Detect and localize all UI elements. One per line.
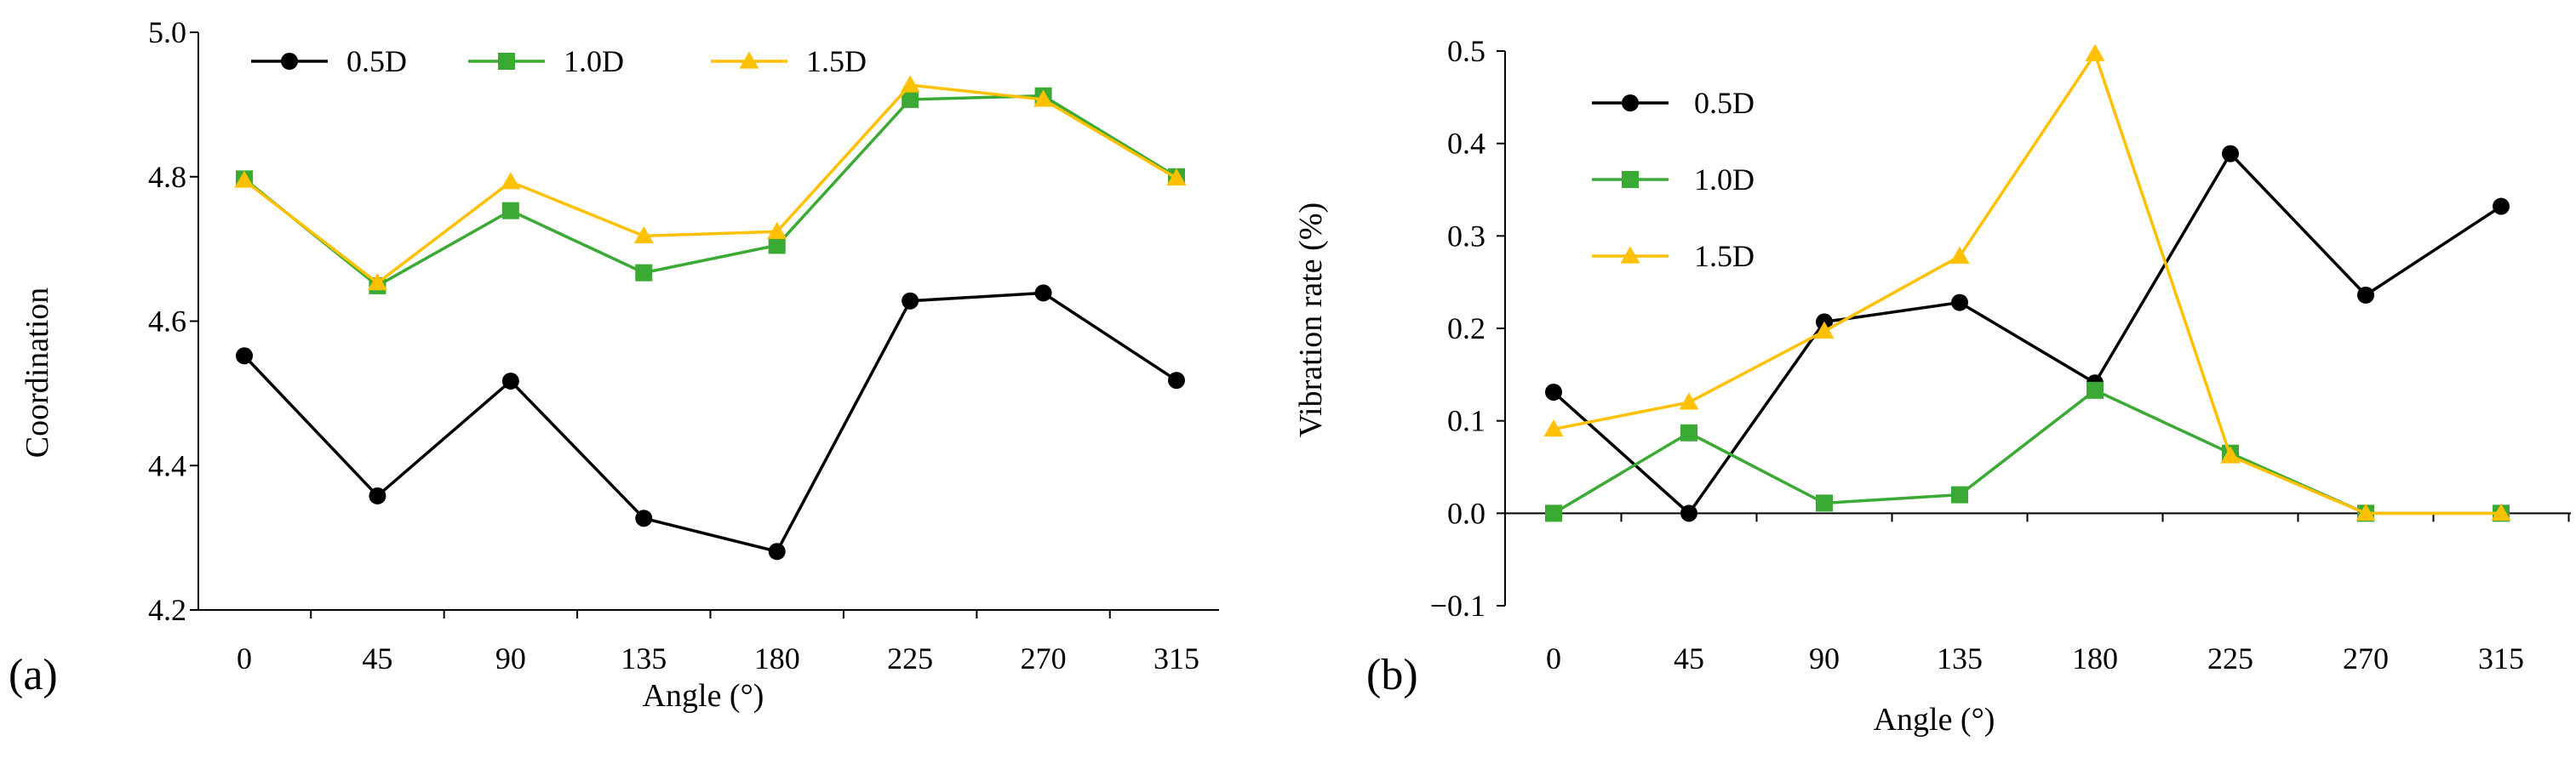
chart-b-y-tick-label: −0.1	[1430, 589, 1485, 623]
chart-b-legend-0-marker	[1622, 94, 1639, 111]
chart-a-series-2-point	[633, 225, 654, 243]
chart-a-series-2-point	[767, 221, 787, 239]
chart-a-series-0-point	[902, 292, 919, 310]
chart-a-series-2-point	[1166, 168, 1187, 186]
chart-b-y-tick-label: 0.3	[1447, 219, 1485, 253]
chart-a-series-2-point	[367, 273, 387, 291]
chart-a-legend-0-label: 0.5D	[346, 44, 407, 78]
chart-b-y-tick-label: 0.4	[1447, 127, 1485, 161]
chart-b-x-tick-label: 270	[2343, 641, 2389, 675]
chart-b-series-1-point	[1680, 424, 1697, 442]
chart-b-x-tick-label: 315	[2478, 641, 2524, 675]
chart-a-y-tick-label: 4.2	[148, 593, 186, 627]
chart-a-series-1-point	[902, 90, 919, 108]
chart-a-series-0-line	[243, 291, 1177, 554]
chart-b-series-1-point	[1545, 504, 1562, 522]
chart-b-series-1-point	[1951, 486, 1968, 504]
chart-a-x-tick-label: 90	[495, 641, 526, 675]
chart-a-legend-2-marker	[739, 51, 759, 69]
chart-a-series-0-point	[236, 347, 253, 365]
chart-b-series-2-point	[1949, 246, 1970, 264]
chart-a-legend: 0.5D 1.0D 1.5D	[251, 44, 867, 78]
chart-b-series-0-point	[2222, 145, 2239, 162]
chart-b-series-1-point	[2087, 381, 2104, 399]
chart-a-series-0-point	[1168, 372, 1185, 390]
chart-a-series-2-point	[501, 172, 521, 190]
chart-b-x-tick-label: 90	[1809, 641, 1840, 675]
chart-b-series-0-point	[1545, 383, 1562, 401]
chart-b-y-tick-label: 0.1	[1447, 404, 1485, 438]
chart-a-series-1-point	[501, 202, 519, 219]
chart-b-series-2-point	[1543, 419, 1564, 437]
chart-b-legend-0-label: 0.5D	[1694, 86, 1755, 120]
chart-a-y-tick-label: 4.8	[148, 160, 186, 194]
chart-b-legend: 0.5D 1.0D 1.5D	[1592, 86, 1755, 273]
chart-b-legend-2-label: 1.5D	[1694, 239, 1755, 273]
chart-b-series-1-point	[1816, 494, 1833, 512]
chart-a-x-axis-title: Angle (°)	[643, 678, 764, 714]
chart-a: 4.2 4.4 4.6 4.8 5.0 0 45 90 135 180 225 270 315 0.5D 1…	[9, 15, 1219, 714]
chart-a-x-tick-label: 45	[362, 641, 392, 675]
chart-a-series-1-point	[768, 237, 786, 254]
chart-b-series-2-point	[2356, 503, 2376, 521]
chart-a-legend-1-label: 1.0D	[564, 44, 624, 78]
chart-b-y-tick-label: 0.5	[1447, 34, 1485, 68]
chart-a-x-tick-label: 135	[621, 641, 667, 675]
chart-b: −0.1 0.0 0.1 0.2 0.3 0.4 0.5 0 45 90 135 180 225 270 3…	[1293, 34, 2571, 738]
chart-a-x-tick-label: 315	[1153, 641, 1199, 675]
chart-b-panel-label: (b)	[1366, 651, 1418, 699]
chart-b-y-tick-label: 0.2	[1447, 311, 1485, 345]
chart-a-series-0-point	[501, 372, 519, 390]
chart-a-series-2-point	[1033, 89, 1054, 107]
chart-a-y-tick-label: 4.4	[148, 448, 186, 482]
chart-a-legend-2-label: 1.5D	[806, 44, 867, 78]
chart-a-x-tick-label: 0	[237, 641, 252, 675]
chart-b-series-2-point	[2085, 43, 2105, 61]
chart-b-legend-1-marker	[1622, 171, 1639, 188]
chart-b-legend-2-marker	[1620, 246, 1640, 264]
chart-a-series-0-point	[635, 510, 653, 527]
chart-b-series-2-point	[2220, 446, 2241, 464]
chart-b-series-0-point	[1951, 294, 1968, 311]
chart-b-series-2-line	[1553, 50, 2501, 516]
chart-b-series-2-point	[1814, 321, 1835, 339]
chart-a-x-tick-label: 225	[887, 641, 933, 675]
chart-a-x-tick-label: 270	[1021, 641, 1067, 675]
chart-b-series-0-point	[2493, 197, 2510, 215]
chart-b-x-tick-label: 180	[2072, 641, 2118, 675]
chart-b-series-2-point	[1679, 392, 1699, 410]
chart-b-x-tick-label: 135	[1937, 641, 1983, 675]
chart-b-series-0-point	[2357, 286, 2374, 304]
chart-a-x-tick-label: 180	[754, 641, 800, 675]
chart-a-marks: 4.2 4.4 4.6 4.8 5.0 0 45 90 135 180 225 270 315 0.5D 1…	[148, 15, 1219, 675]
chart-a-y-axis-title: Coordination	[20, 288, 55, 459]
chart-a-series-2-point	[900, 75, 920, 93]
chart-b-series-2-point	[2491, 503, 2511, 521]
chart-b-x-tick-label: 225	[2207, 641, 2253, 675]
chart-b-x-tick-label: 45	[1674, 641, 1704, 675]
chart-a-series-2-point	[234, 170, 255, 188]
chart-b-y-axis-title: Vibration rate (%)	[1293, 202, 1329, 437]
chart-b-series-0-point	[1680, 504, 1697, 522]
chart-a-y-tick-label: 5.0	[148, 15, 186, 49]
chart-a-series-0-point	[768, 543, 786, 561]
chart-a-series-2-line	[243, 83, 1177, 285]
chart-a-series-0-point	[369, 487, 386, 504]
chart-a-panel-label: (a)	[9, 651, 58, 699]
chart-a-series-0-point	[1034, 284, 1052, 302]
chart-b-y-tick-label: 0.0	[1447, 496, 1485, 530]
chart-a-series-1-line	[243, 94, 1177, 288]
chart-b-legend-1-label: 1.0D	[1694, 162, 1755, 197]
chart-b-marks: −0.1 0.0 0.1 0.2 0.3 0.4 0.5 0 45 90 135 180 225 270 3…	[1430, 34, 2571, 675]
chart-b-x-axis-title: Angle (°)	[1874, 702, 1995, 738]
chart-a-series-1-point	[635, 264, 653, 282]
chart-a-legend-0-marker	[281, 53, 298, 70]
chart-a-y-tick-label: 4.6	[148, 305, 186, 339]
chart-b-x-tick-label: 0	[1546, 641, 1561, 675]
chart-b-series-0-line	[1552, 151, 2502, 516]
chart-a-legend-1-marker	[498, 53, 515, 70]
